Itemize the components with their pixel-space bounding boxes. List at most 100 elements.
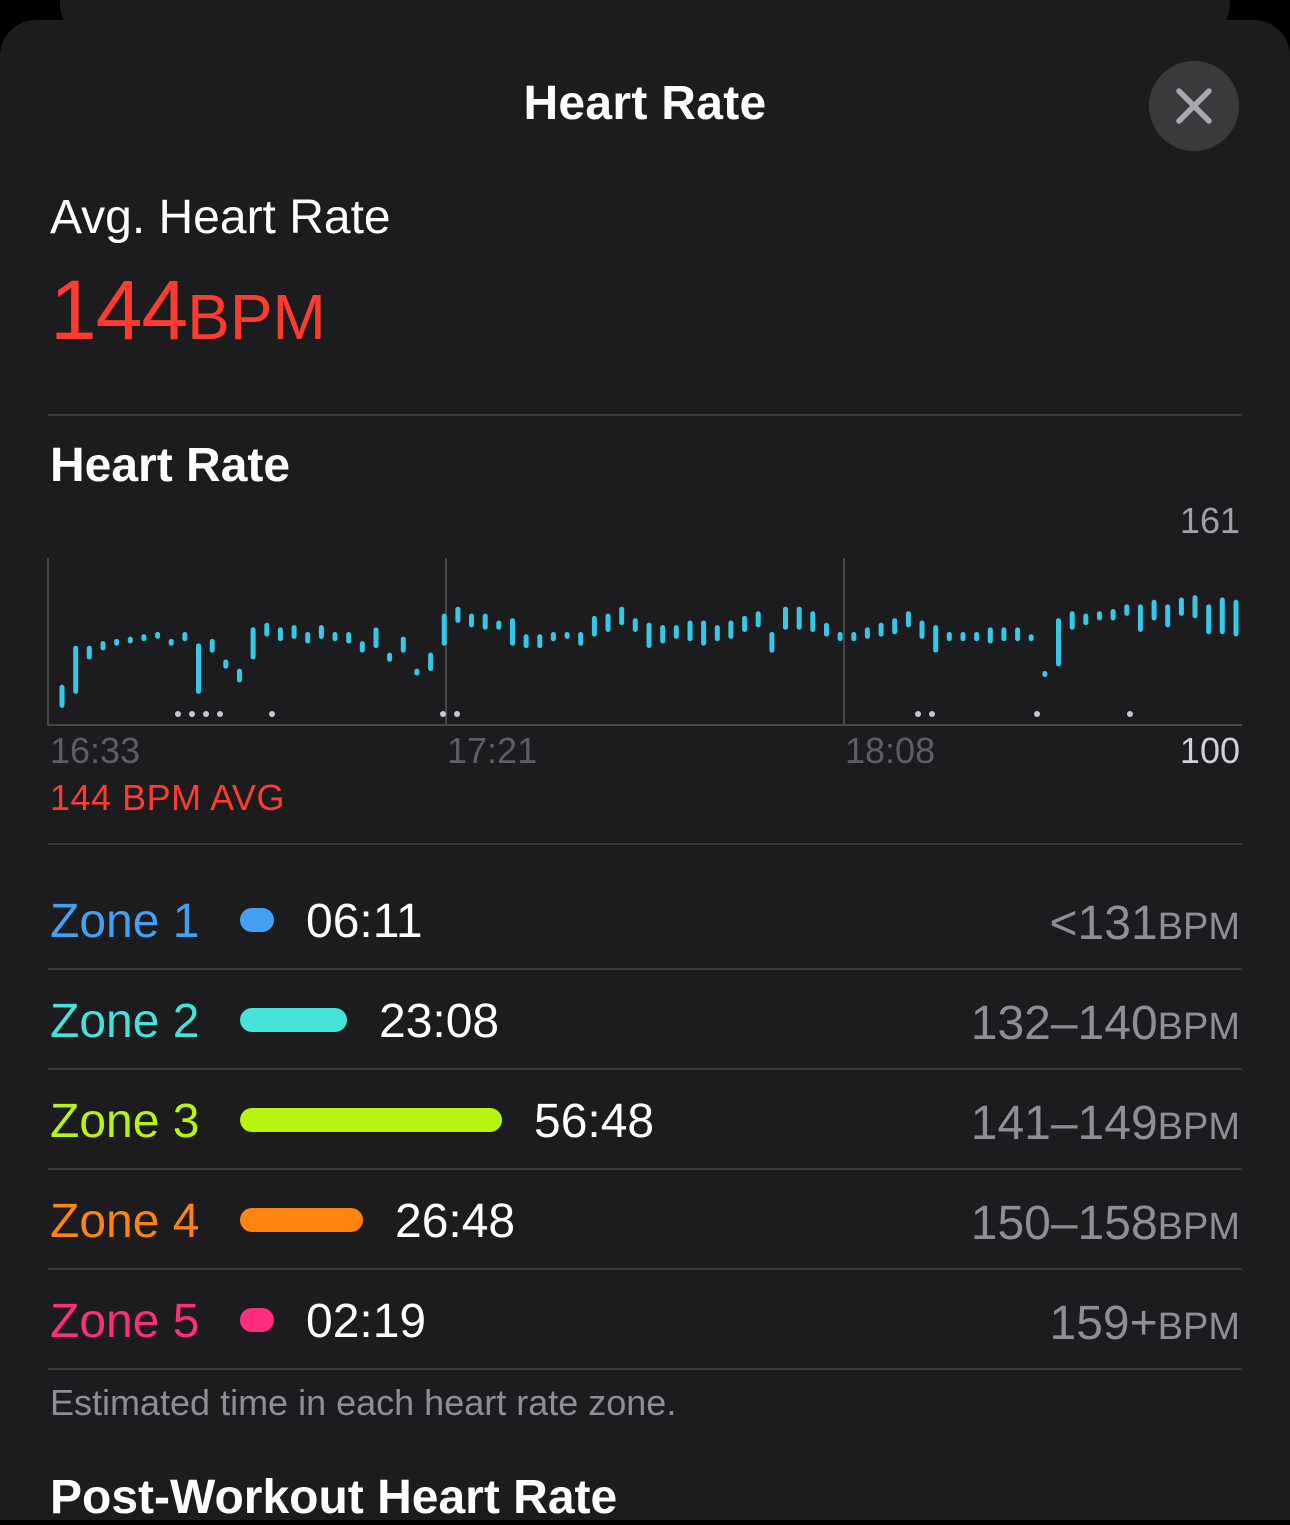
heart-rate-bar (755, 611, 761, 628)
heart-rate-bar (646, 622, 652, 648)
heart-rate-bar (1097, 611, 1102, 621)
y-max-label: 161 (1179, 500, 1240, 541)
zones-footnote: Estimated time in each heart rate zone. (50, 1382, 677, 1423)
zone-range-value: 141–149 (970, 1097, 1158, 1150)
no-data-dot (440, 711, 446, 717)
zone-time: 56:48 (534, 1095, 655, 1148)
heart-rate-bar (578, 632, 584, 646)
no-data-dot (929, 711, 935, 717)
heart-rate-bar (305, 632, 311, 644)
no-data-dot (269, 711, 275, 717)
heart-rate-bar (1233, 599, 1239, 637)
heart-rate-bar (619, 606, 625, 626)
zone-range-unit: BPM (1157, 1306, 1240, 1348)
heart-rate-chart (0, 500, 1290, 830)
zone-row-5[interactable]: Zone 5 02:19 159+BPM (48, 1270, 1242, 1370)
heart-rate-bar (1069, 611, 1075, 630)
zone-row-2[interactable]: Zone 2 23:08 132–140BPM (48, 970, 1242, 1070)
heart-rate-bar (1056, 618, 1061, 667)
heart-rate-bar (878, 622, 884, 637)
heart-rate-bar (1110, 609, 1116, 621)
heart-rate-bar (155, 632, 161, 639)
heart-rate-bar (237, 668, 242, 683)
zone-range: 150–158BPM (971, 1196, 1240, 1251)
heart-rate-bar (1219, 597, 1225, 635)
heart-rate-bar (1178, 597, 1184, 616)
sheet-title: Heart Rate (523, 77, 767, 130)
heart-rate-bar (905, 611, 911, 628)
zone-bar (240, 1008, 347, 1032)
heart-rate-bar (1137, 604, 1143, 632)
zone-time: 06:11 (306, 895, 423, 948)
heart-rate-bar (441, 613, 447, 646)
zone-name: Zone 2 (50, 995, 200, 1048)
heart-rate-bar (687, 620, 693, 642)
heart-rate-bar (59, 684, 65, 708)
heart-rate-bar (1124, 604, 1130, 616)
no-data-dot (915, 711, 921, 717)
x-tick-label: 18:08 (845, 730, 936, 771)
heart-rate-bar (810, 611, 816, 632)
no-data-dot (175, 711, 181, 717)
heart-rate-bar (960, 632, 966, 642)
zone-name: Zone 5 (50, 1295, 200, 1348)
heart-rate-bar (482, 613, 488, 630)
no-data-dot (189, 711, 195, 717)
heart-rate-bar (933, 625, 939, 653)
heart-rate-bar (127, 636, 133, 644)
heart-rate-bar (864, 627, 870, 639)
no-data-dot (454, 711, 460, 717)
heart-rate-bar (837, 632, 843, 642)
heart-rate-bar (919, 620, 925, 639)
zone-range: <131BPM (1050, 896, 1240, 951)
heart-rate-bar (291, 625, 297, 639)
heart-rate-bar (1192, 595, 1198, 619)
zone-bar (240, 1208, 363, 1232)
zone-row-4[interactable]: Zone 4 26:48 150–158BPM (48, 1170, 1242, 1270)
heart-rate-bar (1028, 634, 1034, 642)
heart-rate-bar (632, 618, 638, 632)
heart-rate-bar (728, 620, 734, 639)
heart-rate-bar (114, 638, 120, 646)
heart-rate-bar (196, 643, 201, 694)
zone-range: 159+BPM (1050, 1296, 1240, 1351)
avg-value-unit: BPM (187, 281, 326, 353)
heart-rate-bar (318, 625, 324, 639)
x-tick-label: 17:21 (447, 730, 538, 771)
y-min-label: 100 (1179, 730, 1240, 771)
heart-rate-bar (100, 641, 106, 651)
zone-range: 132–140BPM (971, 996, 1240, 1051)
zone-range: 141–149BPM (971, 1096, 1240, 1151)
zone-row-3[interactable]: Zone 3 56:48 141–149BPM (48, 1070, 1242, 1170)
heart-rate-bar (359, 641, 365, 653)
heart-rate-bar (537, 634, 543, 649)
zone-range-unit: BPM (1157, 906, 1240, 948)
avg-heart-rate-label: Avg. Heart Rate (50, 191, 391, 244)
zone-bar (240, 908, 274, 932)
zone-range-unit: BPM (1157, 1106, 1240, 1148)
heart-rate-bar (168, 638, 174, 646)
heart-rate-bar (851, 632, 857, 642)
zone-range-value: <131 (1049, 897, 1158, 950)
heart-rate-bar (182, 632, 188, 642)
zone-range-unit: BPM (1157, 1006, 1240, 1048)
close-icon (1176, 88, 1212, 124)
heart-rate-bar (783, 606, 788, 630)
zone-name: Zone 1 (50, 895, 200, 948)
heart-rate-bar (660, 625, 666, 644)
divider (48, 414, 1242, 416)
heart-rate-bar (1015, 627, 1021, 642)
close-button[interactable] (1149, 61, 1239, 151)
heart-rate-bar (1206, 604, 1212, 635)
heart-rate-bar (387, 652, 393, 662)
heart-rate-bar (496, 620, 502, 630)
heart-rate-bar (523, 634, 529, 649)
heart-rate-bar (250, 627, 256, 660)
heart-rate-bar (673, 625, 679, 639)
zone-row-1[interactable]: Zone 1 06:11 <131BPM (48, 870, 1242, 970)
heart-rate-bar (469, 613, 474, 628)
heart-rate-bar (987, 627, 993, 644)
heart-rate-chart-svg (47, 558, 1242, 726)
zone-time: 02:19 (306, 1295, 427, 1348)
heart-rate-bar (564, 632, 570, 639)
